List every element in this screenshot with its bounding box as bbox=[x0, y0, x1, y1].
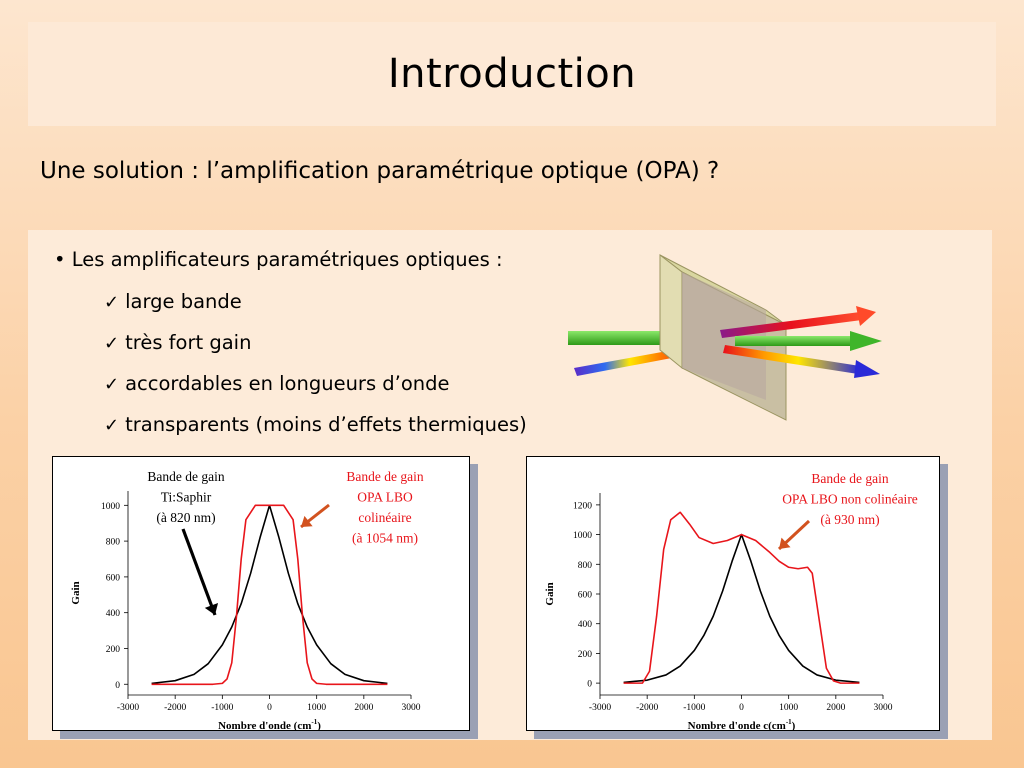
bullet-item: ✓ transparents (moins d’effets thermiques… bbox=[104, 413, 527, 436]
check-icon: ✓ bbox=[104, 415, 120, 436]
pointer-arrow-head bbox=[204, 602, 219, 615]
pointer-arrow-head bbox=[301, 515, 313, 527]
annotation-red: Bande de gain OPA LBO colinéaire (à 1054 nm… bbox=[346, 469, 423, 546]
crystal-side bbox=[659, 253, 683, 370]
x-tick-label: 2000 bbox=[826, 703, 845, 713]
chart-panel-1: -3000 -2000 -1000 0 1000 2000 3000 0 200 400 600 80… bbox=[52, 456, 470, 731]
output-idler-beam bbox=[720, 312, 862, 338]
output-pump-beam bbox=[735, 336, 852, 346]
y-tick-label: 1200 bbox=[573, 501, 592, 511]
bullet-item-text: transparents (moins d’effets thermiques) bbox=[125, 413, 527, 436]
y-tick-label: 0 bbox=[115, 681, 120, 691]
y-tick-label: 800 bbox=[106, 538, 121, 548]
output-pump-head bbox=[850, 331, 882, 351]
pump-beam bbox=[568, 331, 688, 345]
y-axis-label: Gain bbox=[544, 582, 556, 605]
y-tick-label: 200 bbox=[578, 650, 593, 660]
slide-title: Introduction bbox=[387, 51, 637, 97]
x-axis-label: Nombre d'onde (cm-1) bbox=[218, 718, 321, 730]
y-tick-label: 800 bbox=[578, 561, 593, 571]
x-axis-label: Nombre d'onde c(cm-1) bbox=[688, 718, 796, 730]
series-line-red bbox=[151, 504, 388, 686]
y-tick-label: 1000 bbox=[573, 531, 592, 541]
y-tick-label: 400 bbox=[106, 609, 121, 619]
y-tick-label: 600 bbox=[578, 591, 593, 601]
x-tick-label: 1000 bbox=[307, 703, 326, 713]
x-tick-label: 1000 bbox=[779, 703, 798, 713]
bullet-main: • Les amplificateurs paramétriques optiq… bbox=[54, 248, 503, 271]
slide-subtitle: Une solution : l’amplification paramétri… bbox=[40, 158, 720, 184]
chart-panel-2: -3000 -2000 -1000 0 1000 2000 3000 0 200 400 600 80… bbox=[526, 456, 940, 731]
x-tick-label: -2000 bbox=[164, 703, 186, 713]
series-line-black bbox=[623, 533, 860, 684]
x-tick-label: 3000 bbox=[402, 703, 421, 713]
y-tick-label: 1000 bbox=[101, 502, 120, 512]
x-tick-label: -2000 bbox=[636, 703, 658, 713]
check-icon: ✓ bbox=[104, 374, 120, 395]
check-icon: ✓ bbox=[104, 292, 120, 313]
series-line-red bbox=[623, 511, 860, 684]
x-tick-label: -1000 bbox=[683, 703, 705, 713]
check-icon: ✓ bbox=[104, 333, 120, 354]
y-tick-label: 200 bbox=[106, 645, 121, 655]
x-tick-label: 2000 bbox=[354, 703, 373, 713]
bullet-item: ✓ accordables en longueurs d’onde bbox=[104, 372, 450, 395]
annotation-black: Bande de gain Ti:Saphir (à 820 nm) bbox=[147, 469, 224, 525]
x-tick-label: 3000 bbox=[874, 703, 893, 713]
annotation-red: Bande de gain OPA LBO non colinéaire (à 93… bbox=[782, 471, 918, 527]
opa-crystal-illustration bbox=[568, 253, 882, 421]
x-tick-label: -3000 bbox=[589, 703, 611, 713]
bullet-item: ✓ très fort gain bbox=[104, 331, 251, 354]
output-idler-head bbox=[856, 306, 876, 326]
pointer-arrow bbox=[181, 528, 217, 616]
y-tick-label: 600 bbox=[106, 573, 121, 583]
y-axis-label: Gain bbox=[70, 581, 82, 604]
bullet-item: ✓ large bande bbox=[104, 290, 242, 313]
gain-chart-1: -3000 -2000 -1000 0 1000 2000 3000 0 200 400 600 80… bbox=[70, 469, 424, 730]
y-tick-label: 0 bbox=[587, 680, 592, 690]
x-tick-label: -1000 bbox=[211, 703, 233, 713]
output-signal-beam bbox=[723, 345, 860, 374]
gain-chart-2: -3000 -2000 -1000 0 1000 2000 3000 0 200 400 600 80… bbox=[544, 471, 918, 730]
y-tick-label: 400 bbox=[578, 620, 593, 630]
bullet-item-text: large bande bbox=[125, 290, 242, 313]
output-signal-head bbox=[854, 360, 880, 378]
x-tick-label: -3000 bbox=[117, 703, 139, 713]
bullet-item-text: accordables en longueurs d’onde bbox=[125, 372, 450, 395]
x-tick-label: 0 bbox=[739, 703, 744, 713]
pointer-arrow-head bbox=[779, 537, 791, 549]
bullet-item-text: très fort gain bbox=[125, 331, 252, 354]
title-box: Introduction bbox=[28, 22, 996, 126]
x-tick-label: 0 bbox=[267, 703, 272, 713]
